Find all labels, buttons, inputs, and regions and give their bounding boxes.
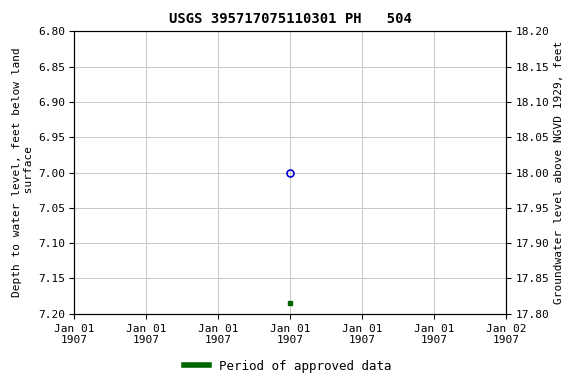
Y-axis label: Groundwater level above NGVD 1929, feet: Groundwater level above NGVD 1929, feet <box>554 41 564 304</box>
Y-axis label: Depth to water level, feet below land
 surface: Depth to water level, feet below land su… <box>12 48 33 298</box>
Legend: Period of approved data: Period of approved data <box>179 355 397 378</box>
Title: USGS 395717075110301 PH   504: USGS 395717075110301 PH 504 <box>169 12 412 26</box>
